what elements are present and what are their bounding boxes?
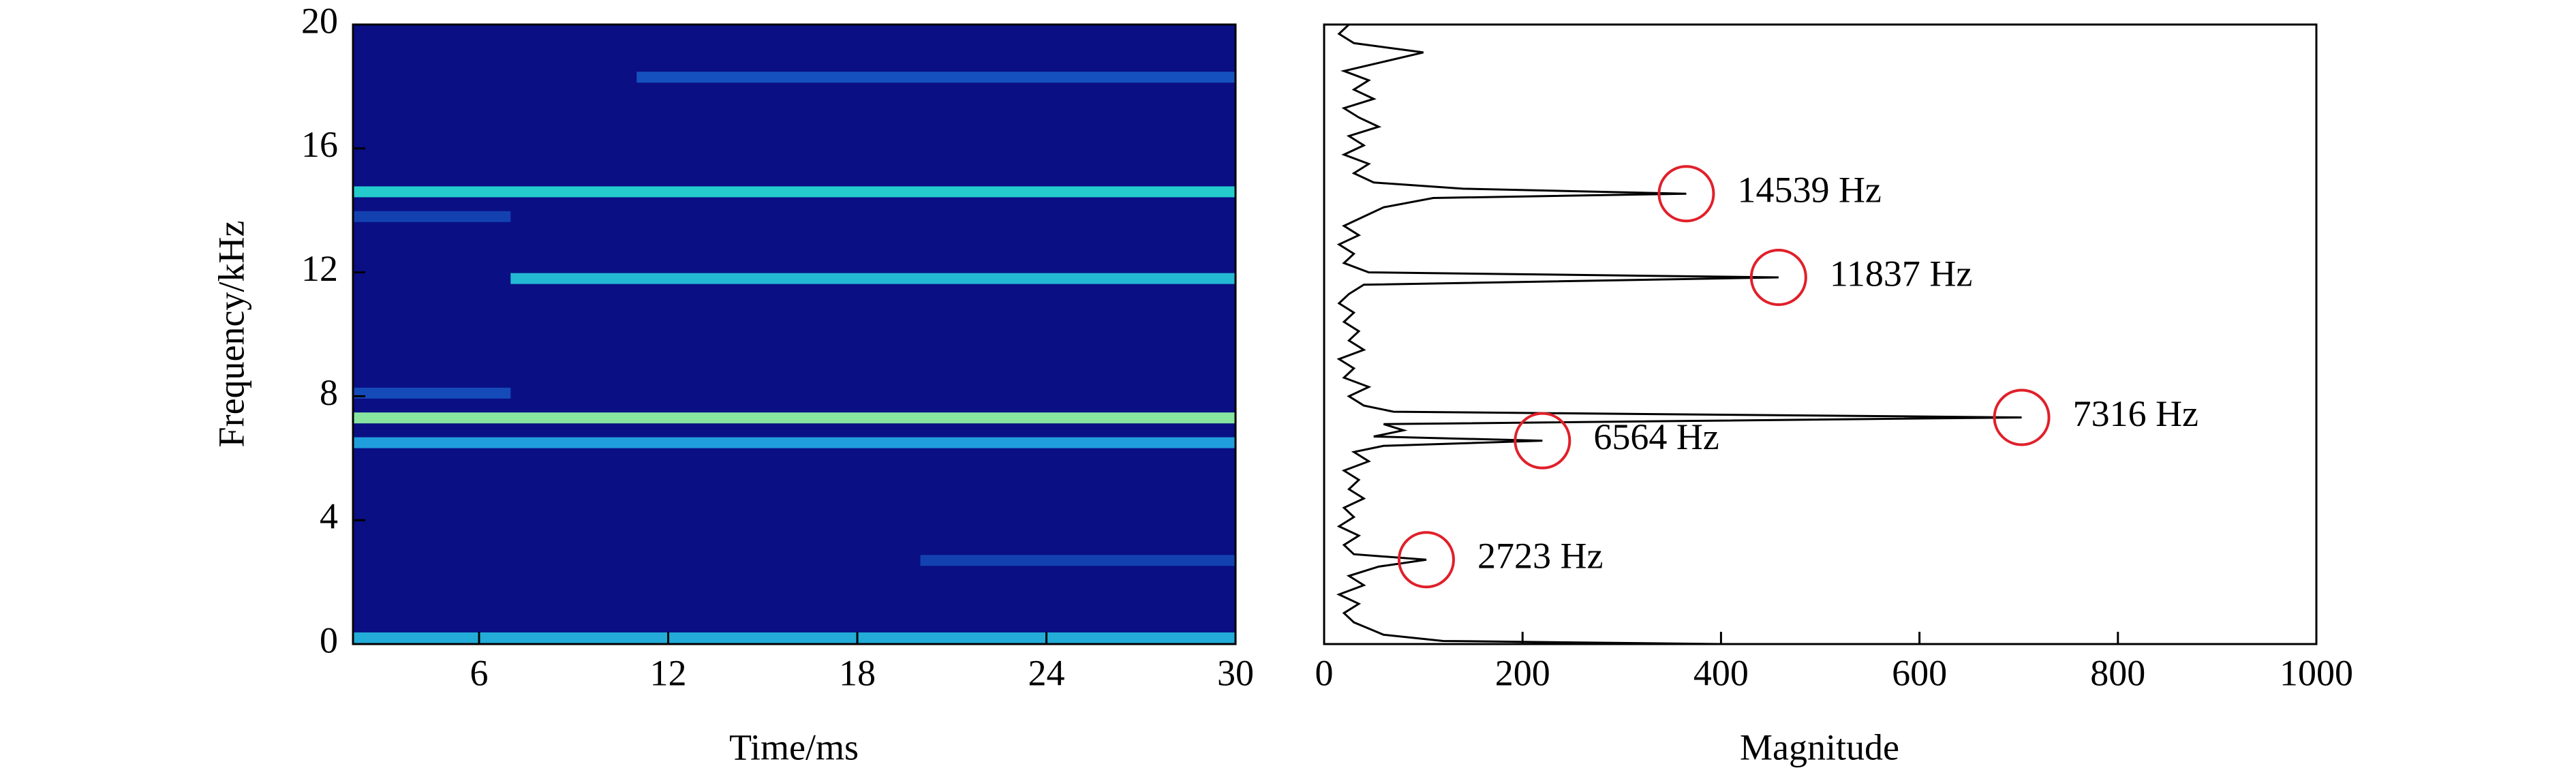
x-tick-label: 6: [470, 652, 489, 693]
x-tick-label: 400: [1693, 652, 1749, 693]
x-axis-label: Magnitude: [1740, 727, 1899, 767]
peak-marker: [1749, 249, 1807, 307]
peak-label: 2723 Hz: [1477, 536, 1603, 577]
y-axis-label: Frequency/kHz: [211, 221, 251, 448]
x-axis-label: Time/ms: [729, 727, 859, 767]
plot-background: [353, 25, 1236, 644]
peak-label: 11837 Hz: [1830, 253, 1972, 294]
plot-frame: [1323, 23, 2318, 645]
plot-frame: [352, 23, 1237, 645]
band: [353, 387, 511, 399]
x-tick-label: 12: [650, 652, 687, 693]
x-tick-label: 200: [1495, 652, 1550, 693]
band: [353, 437, 1236, 448]
y-tick-label: 4: [320, 496, 338, 537]
band: [637, 72, 1236, 83]
x-tick-label: 24: [1028, 652, 1065, 693]
peak-marker: [1657, 165, 1715, 223]
x-tick-label: 600: [1892, 652, 1947, 693]
x-tick-label: 800: [2090, 652, 2145, 693]
peak-marker: [1514, 412, 1571, 470]
x-tick-label: 18: [839, 652, 876, 693]
y-tick-label: 8: [320, 372, 338, 413]
spectrum-line: [1336, 23, 2022, 645]
x-tick-label: 1000: [2280, 652, 2353, 693]
band: [353, 632, 1236, 643]
band: [510, 273, 1236, 284]
x-tick-label: 0: [1315, 652, 1334, 693]
peak-label: 7316 Hz: [2073, 393, 2198, 434]
peak-marker: [1397, 531, 1455, 589]
x-tick-label: 30: [1217, 652, 1254, 693]
peak-label: 14539 Hz: [1737, 170, 1881, 211]
y-tick-label: 20: [301, 0, 338, 41]
peak-marker: [1993, 388, 2051, 446]
band: [353, 211, 511, 222]
y-tick-label: 12: [301, 248, 338, 289]
band: [353, 412, 1236, 424]
band: [920, 555, 1236, 566]
y-tick-label: 0: [320, 620, 338, 660]
peak-label: 6564 Hz: [1593, 416, 1719, 457]
band: [353, 186, 1236, 198]
y-tick-label: 16: [301, 124, 338, 165]
